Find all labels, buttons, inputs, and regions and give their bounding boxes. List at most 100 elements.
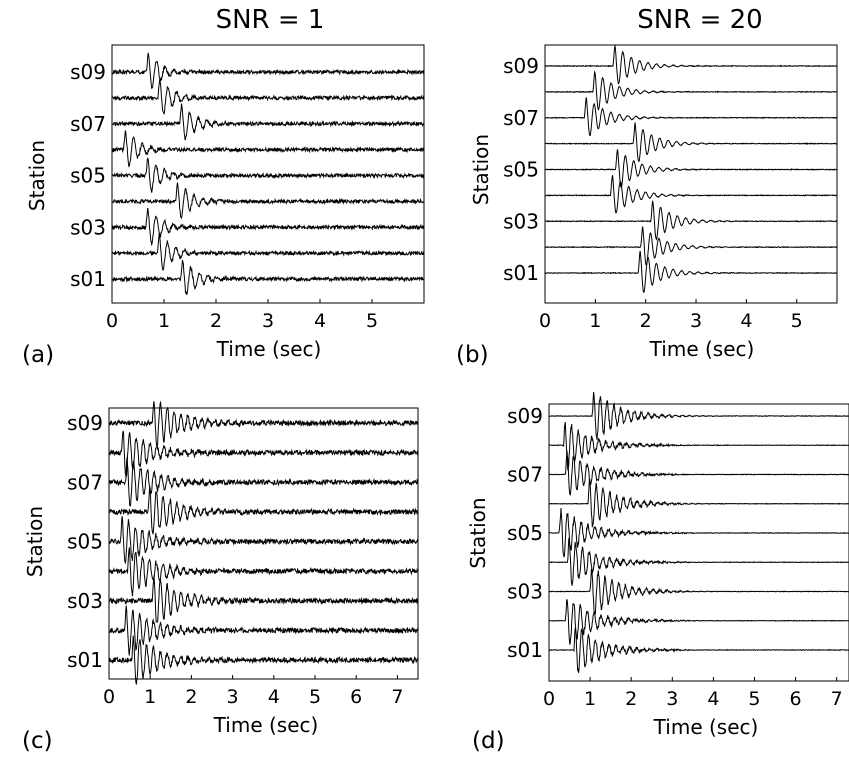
- trace-s01: [111, 259, 425, 296]
- y-axis-label: Station: [469, 134, 493, 205]
- station-label-s01: s01: [70, 267, 106, 291]
- x-axis-label: Time (sec): [653, 715, 759, 739]
- station-label-s09: s09: [67, 411, 103, 435]
- panel-tag: (a): [22, 342, 54, 368]
- trace-s07: [111, 103, 425, 141]
- x-tick-label: 3: [262, 310, 274, 332]
- station-label-s05: s05: [507, 521, 543, 545]
- x-tick-label: 4: [314, 310, 326, 332]
- trace-s05: [111, 157, 425, 193]
- trace-s03: [545, 200, 838, 241]
- x-axis-label: Time (sec): [649, 337, 755, 361]
- station-label-s09: s09: [70, 60, 106, 84]
- x-tick-label: 5: [366, 310, 378, 332]
- x-tick-label: 4: [707, 688, 719, 710]
- station-label-s03: s03: [507, 580, 543, 604]
- x-tick-label: 0: [103, 686, 115, 708]
- trace-s05: [544, 149, 838, 189]
- x-tick-label: 7: [831, 688, 843, 710]
- column-title-snr1: SNR = 1: [216, 5, 325, 35]
- x-tick-label: 2: [185, 686, 197, 708]
- trace-s04: [108, 547, 419, 597]
- station-label-s07: s07: [67, 470, 103, 494]
- station-label-s07: s07: [507, 463, 543, 487]
- station-label-s03: s03: [503, 209, 539, 233]
- trace-s02: [544, 226, 837, 266]
- trace-s06: [544, 122, 838, 163]
- x-axis-label: Time (sec): [216, 337, 322, 361]
- x-tick-label: 1: [144, 686, 156, 708]
- trace-s09: [545, 44, 838, 85]
- x-tick-label: 4: [740, 310, 752, 332]
- station-label-s03: s03: [67, 589, 103, 613]
- station-label-s03: s03: [70, 215, 106, 239]
- station-label-s05: s05: [503, 158, 539, 182]
- x-tick-label: 0: [543, 688, 555, 710]
- panel-tag: (b): [456, 342, 489, 368]
- trace-s05: [548, 507, 849, 558]
- trace-s08: [548, 422, 849, 471]
- x-tick-label: 1: [589, 310, 601, 332]
- panel-tag: (c): [22, 728, 53, 754]
- x-tick-label: 1: [584, 688, 596, 710]
- station-label-s01: s01: [507, 638, 543, 662]
- station-label-s05: s05: [70, 164, 106, 188]
- x-tick-label: 0: [106, 310, 118, 332]
- trace-s07: [544, 97, 838, 137]
- plot-frame: [548, 403, 849, 682]
- trace-s09: [111, 52, 425, 89]
- x-axis-label: Time (sec): [213, 713, 319, 737]
- trace-s02: [548, 599, 849, 645]
- x-tick-label: 3: [227, 686, 239, 708]
- column-title-snr20: SNR = 20: [637, 5, 762, 35]
- station-label-s07: s07: [70, 112, 106, 136]
- trace-s03: [108, 575, 419, 623]
- station-label-s01: s01: [67, 648, 103, 672]
- station-label-s05: s05: [67, 530, 103, 554]
- x-tick-label: 4: [268, 686, 280, 708]
- trace-s07: [549, 450, 849, 496]
- trace-s05: [108, 516, 419, 565]
- station-label-s01: s01: [503, 261, 539, 285]
- x-tick-label: 6: [790, 688, 802, 710]
- y-axis-label: Station: [466, 497, 490, 568]
- x-tick-label: 2: [210, 310, 222, 332]
- panel-b: 0 1 2 3 4 5 Time (sec) Station s09 s07 s05 s03 s01 (b…: [456, 44, 838, 368]
- trace-s06: [111, 130, 425, 168]
- x-tick-label: 3: [690, 310, 702, 332]
- plot-frame: [544, 44, 838, 304]
- trace-s07: [108, 456, 419, 507]
- trace-s09: [108, 400, 419, 449]
- trace-s04: [111, 182, 425, 220]
- x-tick-label: 5: [791, 310, 803, 332]
- trace-s01: [544, 250, 838, 293]
- x-tick-label: 0: [539, 310, 551, 332]
- y-axis-label: Station: [23, 506, 47, 577]
- panel-d: 0 1 2 3 4 5 6 7 Time (sec) Station s09 s07 s05 s03 s01…: [466, 391, 849, 754]
- panel-tag: (d): [472, 728, 505, 754]
- trace-s09: [548, 391, 849, 440]
- trace-s06: [548, 478, 849, 528]
- x-tick-label: 2: [625, 688, 637, 710]
- x-tick-label: 5: [309, 686, 321, 708]
- trace-s01: [108, 635, 419, 685]
- trace-s04: [549, 537, 849, 586]
- panel-a: 0 1 2 3 4 5 Time (sec) Station s09 s07 s05 s03 s01 (a…: [22, 44, 425, 368]
- x-tick-label: 2: [640, 310, 652, 332]
- station-label-s09: s09: [507, 404, 543, 428]
- trace-s02: [111, 233, 425, 271]
- y-axis-label: Station: [25, 140, 49, 211]
- station-label-s07: s07: [503, 106, 539, 130]
- trace-s08: [544, 70, 838, 111]
- trace-s03: [548, 568, 849, 615]
- trace-s02: [108, 605, 419, 656]
- trace-s01: [549, 628, 849, 673]
- trace-s06: [108, 486, 419, 536]
- x-tick-label: 1: [158, 310, 170, 332]
- x-tick-label: 6: [350, 686, 362, 708]
- trace-s03: [111, 207, 425, 247]
- trace-s08: [108, 430, 419, 478]
- x-tick-label: 5: [748, 688, 760, 710]
- trace-s04: [544, 175, 837, 214]
